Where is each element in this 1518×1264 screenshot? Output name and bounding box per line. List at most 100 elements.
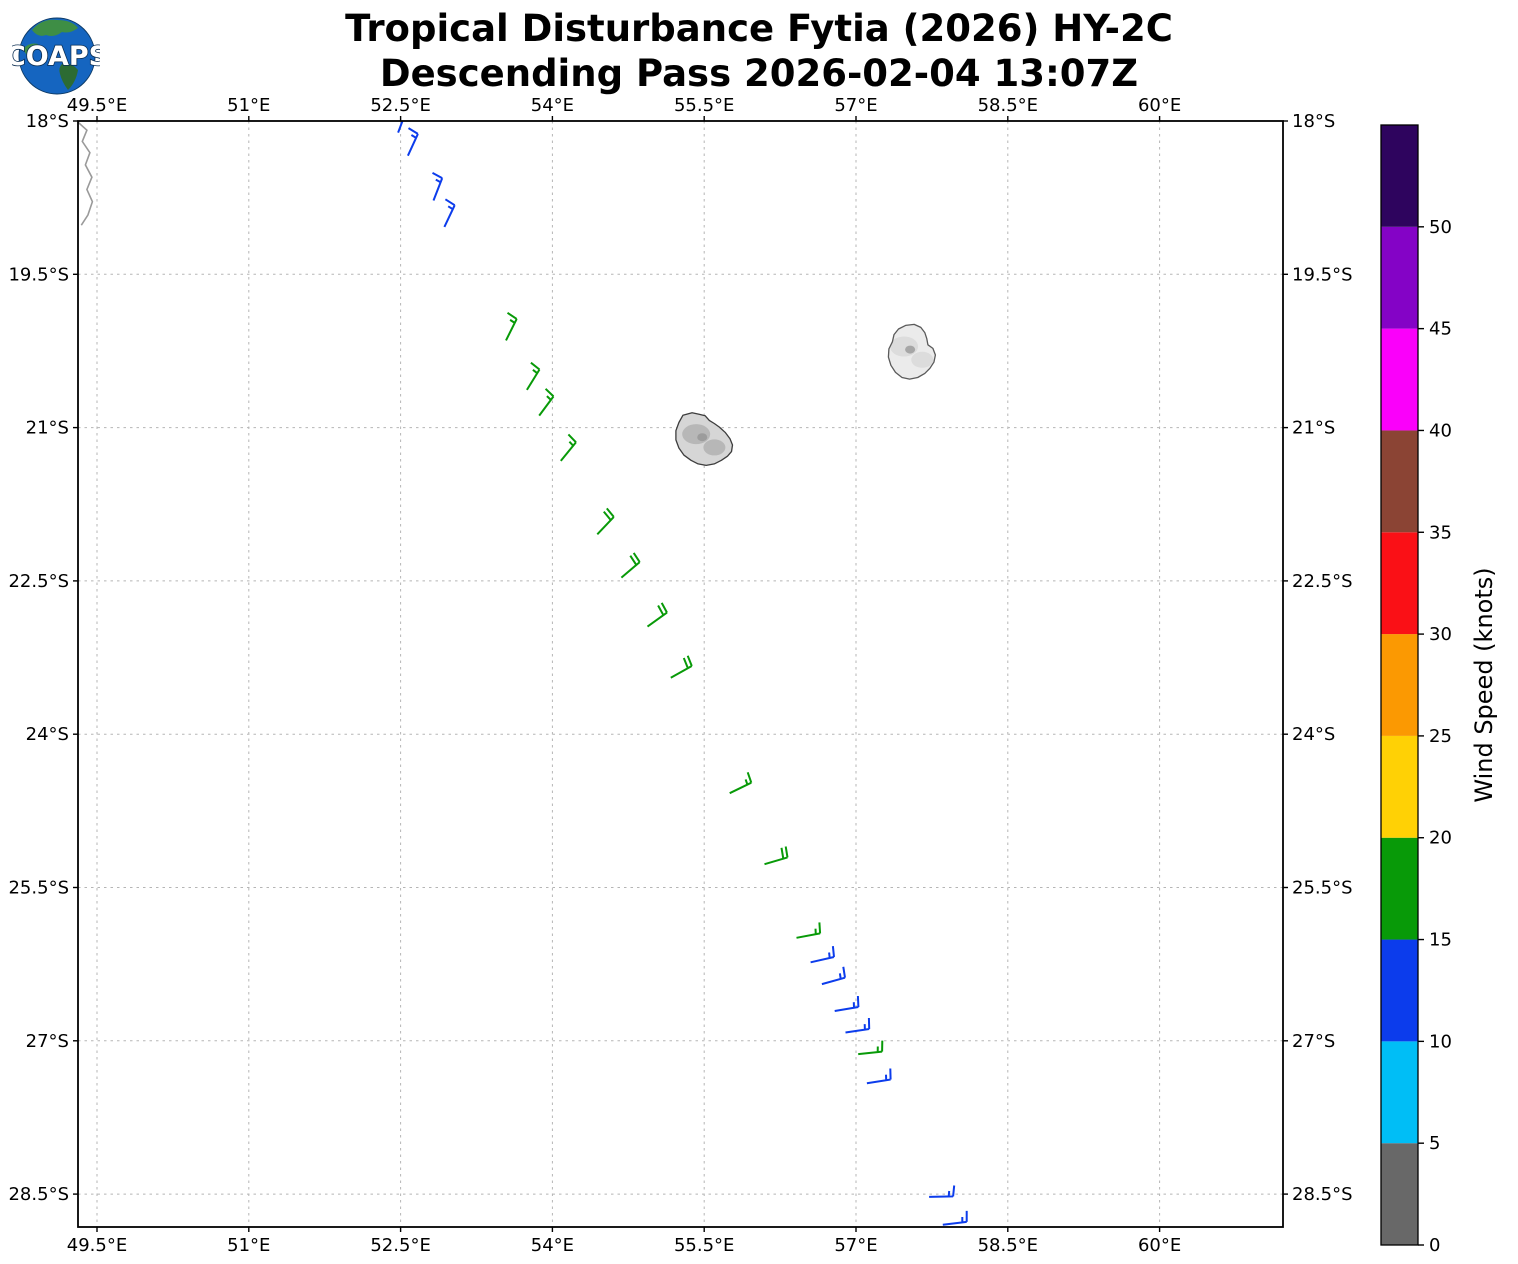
colorbar-tick-label: 25 [1429,726,1452,747]
colorbar-tick-label: 30 [1429,624,1452,645]
y-tick-label-right: 18°S [1292,111,1335,132]
y-tick-label-left: 28.5°S [8,1184,69,1205]
gridlines [78,120,1283,1227]
axis-ticks [73,116,1288,1232]
colorbar-tick-label: 20 [1429,828,1452,849]
wind-barb [929,1185,956,1198]
x-tick-label-bottom: 51°E [227,1235,270,1256]
plot-title: Tropical Disturbance Fytia (2026) HY-2C … [0,6,1518,96]
y-tick-label-left: 25.5°S [8,878,69,899]
terrain-shade [682,424,711,445]
colorbar-tick-label: 15 [1429,930,1452,951]
colorbar-tick-label: 0 [1429,1235,1440,1256]
y-tick-label-left: 22.5°S [8,571,69,592]
wind-barb [596,507,615,535]
colorbar-segment [1381,634,1418,736]
colorbar-tick-label: 35 [1429,522,1452,543]
wind-barbs [397,121,968,1226]
island-outline [675,412,734,467]
colorbar-border [1380,124,1419,1246]
x-tick-label-bottom: 52.5°E [370,1235,430,1256]
plot-title-line1: Tropical Disturbance Fytia (2026) HY-2C [345,7,1173,50]
wind-barb [538,388,555,417]
terrain-shade [697,433,708,442]
wind-barb [764,846,789,866]
y-tick-label-left: 21°S [26,418,69,439]
colorbar-segment [1381,837,1418,940]
coaps-logo: COAPS [12,17,100,95]
axis-labels: 49.5°E 49.5°E 51°E 51°E 52.5°E 52.5°E 54°E 54°E… [8,95,1352,1256]
wind-barb [443,198,456,228]
wind-barb [406,127,419,157]
plot-title-line2: Descending Pass 2026-02-04 13:07Z [379,52,1139,95]
wind-barb [942,1210,968,1226]
wind-barb [834,995,860,1012]
x-tick-label-top: 60°E [1138,95,1181,116]
wind-barb [646,602,668,628]
colorbar-segment [1381,226,1418,329]
plot-border [77,120,1284,1228]
y-tick-label-right: 21°S [1292,418,1335,439]
colorbar-segment [1381,532,1418,635]
colorbar-segment [1381,1143,1418,1245]
wind-barb [845,1017,871,1034]
x-tick-label-top: 54°E [531,95,574,116]
globe-land-north [32,19,78,36]
y-tick-label-right: 24°S [1292,724,1335,745]
y-tick-label-right: 25.5°S [1292,878,1353,899]
terrain-shade [911,351,934,368]
x-tick-label-top: 49.5°E [67,95,127,116]
wind-barb [560,433,577,462]
colorbar-segment [1381,430,1418,533]
wind-barb [526,361,541,391]
colorbar-tick-label: 45 [1429,319,1452,340]
x-tick-label-bottom: 55.5°E [674,1235,734,1256]
colorbar-segment [1381,939,1418,1042]
colorbar-tick-label: 40 [1429,420,1452,441]
x-tick-label-top: 58.5°E [978,95,1038,116]
x-tick-label-top: 57°E [834,95,877,116]
y-tick-label-right: 22.5°S [1292,571,1353,592]
colorbar-segment [1381,328,1418,431]
x-tick-label-bottom: 54°E [531,1235,574,1256]
island-reunion [675,412,734,467]
x-tick-label-top: 55.5°E [674,95,734,116]
colorbar-tick-label: 50 [1429,217,1452,238]
island-outline [887,323,937,380]
x-tick-label-bottom: 57°E [834,1235,877,1256]
wind-barb [796,922,822,939]
globe-land-south [59,63,78,90]
colorbar: 0 5 10 15 20 25 30 35 40 45 50 Wind Speed (knots) [1380,124,1498,1256]
island-terrain-shading [890,336,934,368]
y-tick-label-left: 24°S [26,724,69,745]
y-tick-label-left: 18°S [26,111,69,132]
terrain-shade [890,336,919,357]
colorbar-segment [1381,1041,1418,1144]
coaps-logo-text: COAPS [12,41,100,72]
wind-barb [866,1068,892,1085]
y-tick-label-left: 27°S [26,1031,69,1052]
island-terrain-shading [682,424,726,456]
wind-barb [821,966,846,986]
wind-barb [810,945,835,964]
colorbar-segment [1381,735,1418,838]
coastline [78,121,94,226]
colorbar-tick-label: 10 [1429,1031,1452,1052]
x-tick-label-top: 52.5°E [370,95,430,116]
x-tick-label-bottom: 60°E [1138,1235,1181,1256]
wind-barb [432,172,444,201]
map-layer [78,121,937,467]
wind-barb [620,552,641,579]
wind-barb [505,311,518,341]
x-tick-label-bottom: 58.5°E [978,1235,1038,1256]
colorbar-tick-label: 5 [1429,1133,1440,1154]
wind-barb [729,771,753,795]
globe-land-west [24,43,38,56]
terrain-shade [703,439,726,456]
terrain-shade [905,345,916,354]
x-tick-label-bottom: 49.5°E [67,1235,127,1256]
island-mauritius [887,323,937,380]
y-tick-label-left: 19.5°S [8,264,69,285]
